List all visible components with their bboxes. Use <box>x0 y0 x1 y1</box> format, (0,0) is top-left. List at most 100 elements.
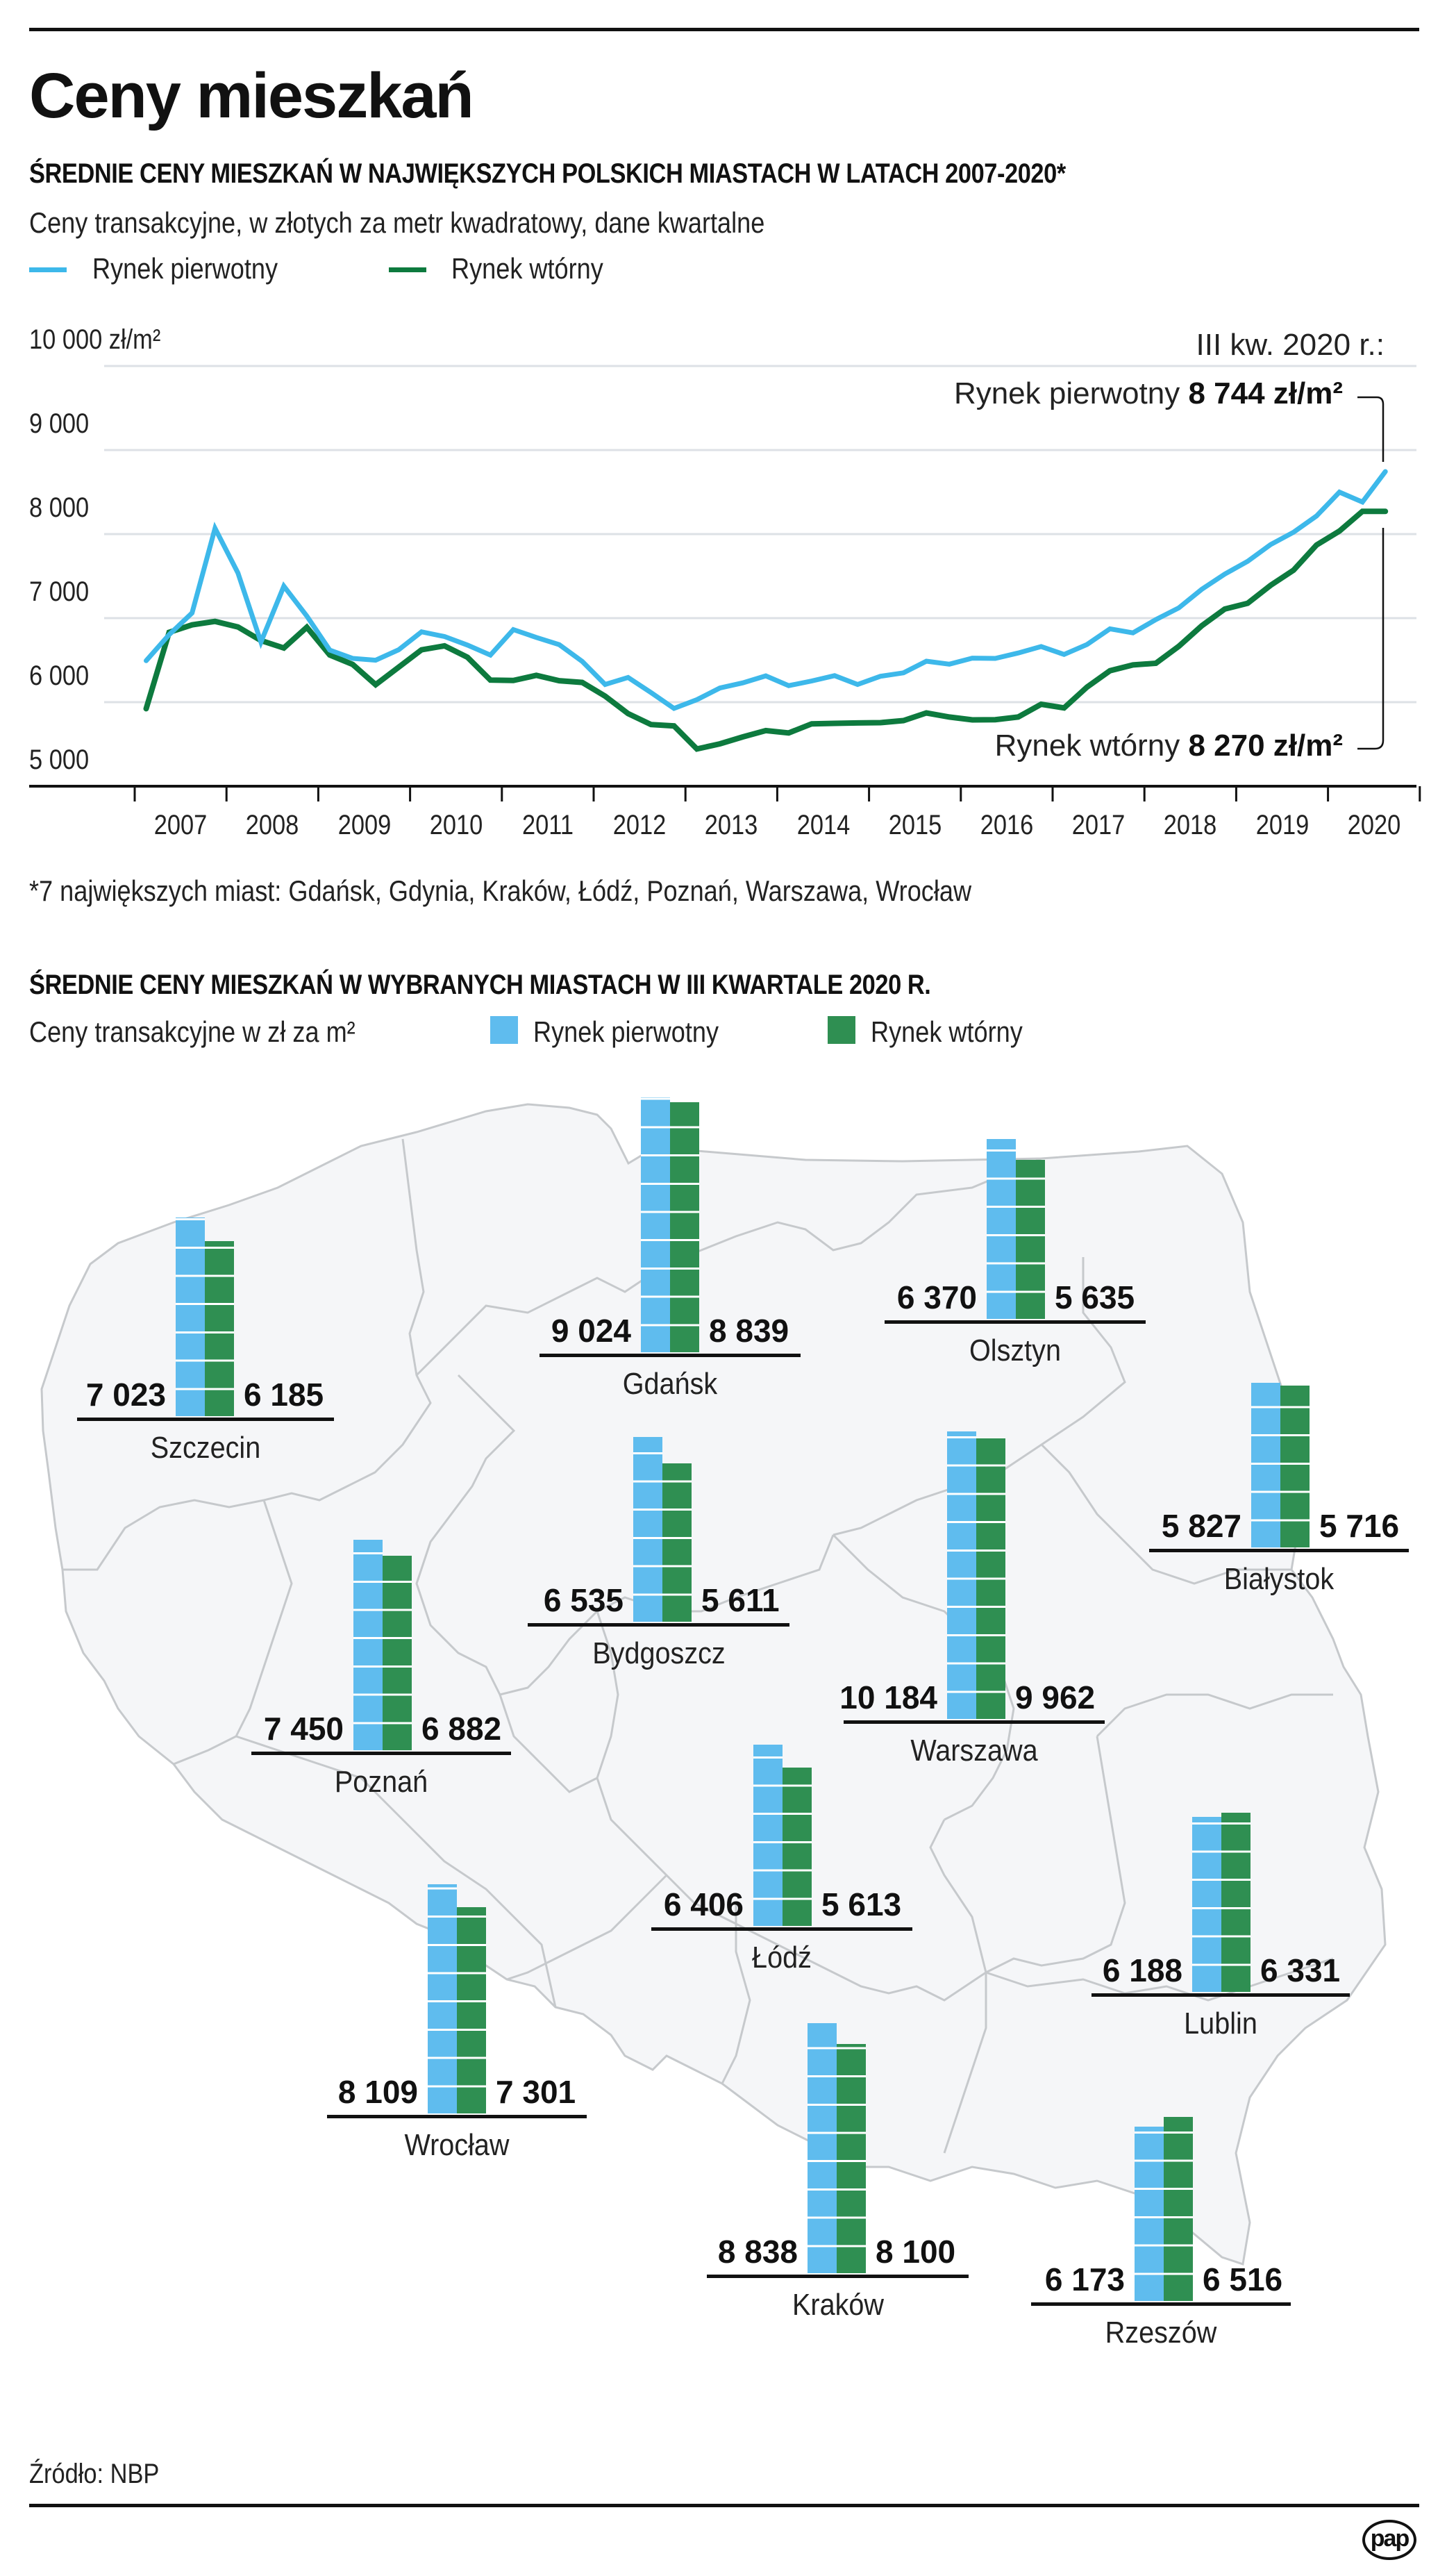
x-tick-label: 2008 <box>246 810 299 840</box>
value-label-rynek-pierwotny: 10 184 <box>839 1679 937 1715</box>
legend-swatch-secondary <box>389 267 426 272</box>
x-tick-label: 2016 <box>980 810 1034 840</box>
poland-map <box>40 1103 1387 2266</box>
city-name: Białystok <box>1223 1562 1335 1596</box>
value-label-rynek-wtorny: 9 962 <box>1015 1679 1096 1715</box>
bar-map-subtitle: Ceny transakcyjne w zł za m² <box>29 1015 356 1048</box>
x-tick-label: 2018 <box>1164 810 1217 840</box>
city-name: Warszawa <box>910 1734 1038 1768</box>
bar-legend-label-primary: Rynek pierwotny <box>533 1015 719 1048</box>
y-tick-label: 8 000 <box>29 492 90 523</box>
bar-rynek-wtorny <box>383 1555 412 1750</box>
bar-rynek-pierwotny <box>987 1138 1016 1319</box>
annotation-leader-secondary <box>1357 528 1385 750</box>
city-baseline <box>844 1720 1105 1724</box>
value-label-rynek-pierwotny: 6 370 <box>896 1279 977 1315</box>
value-label-rynek-pierwotny: 8 838 <box>717 2234 798 2270</box>
value-label-rynek-pierwotny: 8 109 <box>337 2074 418 2110</box>
legend-swatch-primary <box>29 267 67 272</box>
pap-logo: pap <box>1362 2520 1416 2560</box>
bar-legend-swatch-secondary <box>828 1016 855 1044</box>
bar-legend-label-secondary: Rynek wtórny <box>871 1015 1023 1048</box>
y-tick-label: 6 000 <box>29 660 90 691</box>
grid-lines <box>104 365 1416 704</box>
city-baseline <box>528 1623 789 1627</box>
annotation-primary: Rynek pierwotny 8 744 zł/m² <box>954 379 1343 409</box>
city-name: Poznań <box>334 1765 428 1799</box>
legend-label-primary: Rynek pierwotny <box>92 252 278 285</box>
value-label-rynek-wtorny: 6 882 <box>421 1711 502 1747</box>
bar-rynek-wtorny <box>670 1102 699 1352</box>
bar-rynek-wtorny <box>457 1906 486 2113</box>
x-tick-label: 2010 <box>429 810 483 840</box>
city-baseline <box>251 1752 511 1755</box>
bar-rynek-wtorny <box>662 1463 692 1622</box>
x-tick-label: 2012 <box>612 810 667 840</box>
bar-rynek-wtorny <box>1164 2116 1193 2301</box>
bar-rynek-pierwotny <box>1192 1817 1221 1992</box>
city-baseline <box>327 2115 587 2118</box>
city-name: Kraków <box>792 2288 884 2322</box>
annotation-primary-label: Rynek pierwotny <box>953 376 1180 410</box>
value-label-rynek-pierwotny: 6 406 <box>663 1886 744 1922</box>
city-name: Olsztyn <box>969 1333 1062 1368</box>
value-label-rynek-pierwotny: 6 188 <box>1102 1952 1182 1988</box>
bar-rynek-wtorny <box>1016 1159 1045 1319</box>
y-tick-label: 7 000 <box>29 576 90 607</box>
x-tick-label: 2009 <box>337 810 391 840</box>
value-label-rynek-pierwotny: 5 827 <box>1161 1508 1241 1544</box>
value-label-rynek-wtorny: 5 611 <box>701 1582 780 1618</box>
bar-legend-swatch-primary <box>490 1016 518 1044</box>
bar-rynek-wtorny <box>1221 1813 1251 1992</box>
annotation-period: III kw. 2020 r.: <box>1196 328 1385 362</box>
bar-rynek-wtorny <box>783 1767 812 1926</box>
city-name: Rzeszów <box>1105 2316 1217 2350</box>
source-note: Źródło: NBP <box>29 2459 160 2489</box>
x-tick-label: 2007 <box>153 810 208 840</box>
bar-rynek-pierwotny <box>633 1437 662 1622</box>
line-chart <box>29 365 1421 801</box>
x-tick-label: 2019 <box>1255 810 1309 840</box>
bar-rynek-wtorny <box>976 1437 1005 1719</box>
city-baseline <box>77 1418 334 1421</box>
page-title: Ceny mieszkań <box>29 60 474 131</box>
annotation-secondary-label: Rynek wtórny <box>994 729 1180 763</box>
top-rule <box>29 28 1419 31</box>
value-label-rynek-pierwotny: 6 535 <box>543 1582 624 1618</box>
y-tick-label: 5 000 <box>29 745 90 775</box>
value-label-rynek-pierwotny: 7 023 <box>85 1377 166 1413</box>
value-label-rynek-wtorny: 6 185 <box>244 1377 324 1413</box>
value-label-rynek-wtorny: 8 839 <box>709 1313 789 1349</box>
poland-outline <box>40 1103 1387 2266</box>
city-baseline <box>707 2275 969 2278</box>
y-tick-label: 9 000 <box>29 408 90 439</box>
x-tick-label: 2011 <box>521 810 574 840</box>
bar-rynek-pierwotny <box>428 1884 457 2113</box>
bar-rynek-pierwotny <box>1135 2126 1164 2301</box>
annotation-secondary-value: 8 270 zł/m² <box>1188 729 1343 763</box>
bar-rynek-wtorny <box>837 2044 866 2273</box>
value-label-rynek-wtorny: 6 516 <box>1203 2261 1283 2297</box>
city-name: Szczecin <box>150 1431 261 1465</box>
annotation-secondary: Rynek wtórny 8 270 zł/m² <box>995 731 1343 761</box>
city-baseline <box>885 1320 1146 1324</box>
value-label-rynek-pierwotny: 7 450 <box>263 1711 344 1747</box>
value-label-rynek-wtorny: 8 100 <box>876 2234 956 2270</box>
city-baseline <box>540 1354 801 1357</box>
value-label-rynek-wtorny: 6 331 <box>1260 1952 1341 1988</box>
value-label-rynek-wtorny: 5 613 <box>821 1886 902 1922</box>
x-axis <box>29 785 1421 801</box>
x-tick-label: 2014 <box>796 810 850 840</box>
bar-rynek-pierwotny <box>1251 1382 1280 1547</box>
x-tick-label: 2013 <box>705 810 758 840</box>
line-chart-subtitle: Ceny transakcyjne, w złotych za metr kwa… <box>29 206 765 239</box>
bar-rynek-pierwotny <box>641 1097 670 1352</box>
bar-rynek-pierwotny <box>176 1218 205 1416</box>
bottom-rule <box>29 2504 1419 2507</box>
value-label-rynek-wtorny: 5 716 <box>1319 1508 1400 1544</box>
city-name: Bydgoszcz <box>592 1636 726 1670</box>
bar-rynek-pierwotny <box>947 1431 976 1719</box>
city-baseline <box>1091 1993 1350 1997</box>
bar-rynek-pierwotny <box>808 2023 837 2273</box>
legend-label-secondary: Rynek wtórny <box>451 252 603 285</box>
